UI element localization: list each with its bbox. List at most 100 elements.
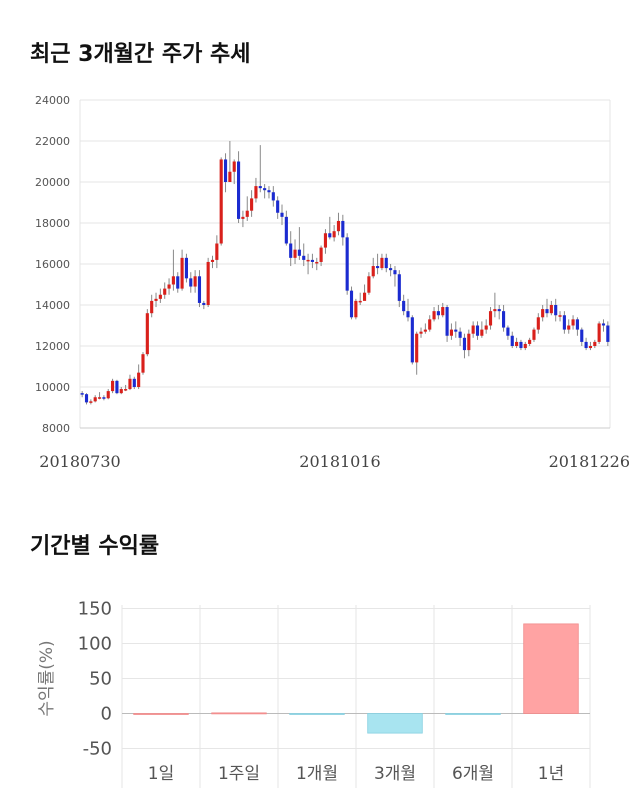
- candle-body: [454, 329, 458, 332]
- candle-body: [237, 161, 241, 219]
- candle-body: [154, 298, 158, 301]
- y-tick-label: -50: [83, 739, 112, 760]
- candle-body: [571, 319, 575, 326]
- candle-body: [97, 397, 102, 399]
- candle-body: [158, 294, 162, 299]
- candle-body: [588, 346, 593, 349]
- candle-body: [380, 257, 384, 269]
- return-bar: [367, 713, 423, 734]
- candle-body: [93, 397, 97, 402]
- candle-body: [254, 186, 258, 199]
- x-tick-label: 20181226: [549, 452, 630, 471]
- candle-body: [276, 200, 280, 213]
- candle-body: [458, 331, 462, 338]
- candle-body: [488, 311, 493, 326]
- candle-body: [271, 192, 275, 201]
- y-tick-label: 22000: [35, 135, 70, 148]
- period-returns-title: 기간별 수익률: [30, 534, 160, 559]
- candle-body: [323, 233, 328, 248]
- return-bar: [133, 713, 189, 715]
- candle-body: [484, 325, 488, 330]
- candle-body: [467, 333, 471, 351]
- candle-body: [284, 216, 288, 244]
- candle-body: [393, 270, 397, 275]
- candle-body: [493, 309, 497, 312]
- candle-body: [111, 380, 115, 392]
- candle-body: [250, 198, 254, 211]
- candle-body: [210, 259, 215, 262]
- candle-body: [145, 313, 149, 355]
- return-bar: [445, 713, 501, 715]
- candle-body: [554, 305, 558, 316]
- category-label: 1개월: [296, 764, 338, 784]
- candle-body: [376, 266, 380, 269]
- x-tick-label: 20181016: [299, 452, 380, 471]
- y-tick-label: 16000: [35, 258, 70, 271]
- candle-body: [180, 257, 184, 289]
- category-label: 6개월: [452, 764, 494, 784]
- candle-body: [263, 188, 267, 191]
- candle-body: [258, 186, 262, 189]
- candle-body: [436, 311, 440, 316]
- candle-body: [202, 302, 206, 305]
- return-bar: [523, 623, 579, 714]
- y-tick-label: 18000: [35, 217, 70, 230]
- candle-body: [215, 243, 219, 260]
- candle-body: [315, 261, 319, 264]
- candle-body: [406, 311, 410, 318]
- y-tick-label: 14000: [35, 299, 70, 312]
- candle-body: [297, 249, 301, 256]
- candle-body: [510, 335, 514, 346]
- candle-body: [523, 343, 527, 349]
- candle-body: [293, 249, 297, 258]
- candle-body: [475, 325, 480, 336]
- candle-body: [310, 259, 314, 262]
- candle-body: [228, 171, 232, 182]
- candle-body: [415, 333, 419, 363]
- y-tick-label: 150: [78, 599, 112, 620]
- candle-body: [419, 331, 423, 334]
- candle-body: [328, 233, 332, 238]
- candle-body: [163, 288, 167, 295]
- x-tick-label: 20180730: [39, 452, 120, 471]
- candle-body: [358, 300, 362, 303]
- candle-body: [432, 311, 436, 320]
- candle-body: [584, 341, 588, 349]
- candle-body: [137, 372, 141, 387]
- candle-body: [176, 276, 180, 289]
- candle-body: [541, 309, 545, 318]
- candle-body: [367, 276, 371, 293]
- candle-body: [89, 401, 93, 403]
- candle-body: [528, 339, 532, 344]
- candle-body: [606, 325, 610, 342]
- price-trend-title: 최근 3개월간 주가 추세: [30, 42, 251, 67]
- y-tick-label: 10000: [35, 381, 70, 394]
- candle-body: [184, 257, 188, 279]
- y-tick-label: 8000: [42, 422, 70, 435]
- y-tick-label: 0: [101, 704, 112, 725]
- candle-body: [532, 329, 536, 340]
- candle-body: [597, 323, 601, 342]
- candle-body: [536, 317, 540, 330]
- candle-body: [102, 397, 106, 399]
- return-bar: [211, 712, 267, 715]
- candle-body: [480, 329, 484, 336]
- category-label: 1주일: [218, 764, 260, 784]
- candle-body: [223, 159, 228, 182]
- candle-body: [132, 378, 136, 387]
- y-tick-label: 50: [89, 669, 112, 690]
- candle-body: [267, 190, 271, 193]
- candle-body: [245, 210, 249, 217]
- candle-body: [189, 278, 193, 287]
- candle-body: [410, 317, 414, 363]
- candle-body: [241, 216, 245, 219]
- candle-body: [354, 300, 358, 318]
- candle-body: [515, 341, 519, 346]
- candle-body: [402, 300, 406, 312]
- candle-body: [84, 394, 89, 403]
- candle-body: [106, 391, 110, 399]
- candle-body: [562, 315, 566, 330]
- candle-body: [593, 341, 597, 346]
- candle-body: [502, 311, 506, 328]
- candle-body: [558, 315, 562, 317]
